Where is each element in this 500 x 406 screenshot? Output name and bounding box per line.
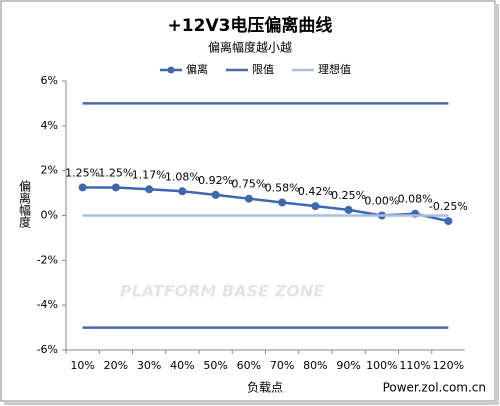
x-tick-label: 100% (366, 359, 397, 372)
x-tick-label: 50% (203, 359, 227, 372)
data-label: 0.08% (398, 193, 433, 206)
legend-marker (167, 66, 175, 74)
data-label: 1.17% (132, 168, 167, 181)
point (311, 202, 320, 211)
data-label: 1.25% (65, 166, 100, 179)
legend-label: 限值 (252, 63, 274, 76)
x-tick-label: 90% (336, 359, 360, 372)
point (344, 205, 353, 214)
x-axis-label: 负载点 (247, 381, 283, 395)
y-tick-label: 0% (41, 209, 58, 222)
point (78, 183, 87, 192)
point (444, 217, 453, 226)
y-tick-label: 4% (41, 119, 58, 132)
y-tick-label: 2% (41, 164, 58, 177)
chart-subtitle: 偏离幅度越小越 (208, 40, 292, 55)
y-tick-label: 6% (41, 74, 58, 87)
x-tick-label: 60% (237, 359, 261, 372)
x-tick-label: 70% (270, 359, 294, 372)
y-tick-label: -6% (37, 343, 58, 356)
x-tick-label: 120% (433, 359, 464, 372)
legend-label: 偏离 (186, 62, 208, 76)
source: Power.zol.com.cn (383, 381, 486, 395)
point (178, 187, 187, 196)
data-label: 1.25% (98, 166, 133, 179)
point (211, 190, 220, 199)
data-label: 0.58% (265, 181, 300, 194)
point (244, 194, 253, 203)
shadow (495, 4, 499, 404)
x-tick-label: 20% (104, 359, 128, 372)
shadow (4, 401, 499, 405)
y-tick-label: -2% (37, 253, 58, 266)
data-label: 0.25% (331, 189, 366, 202)
point (278, 198, 287, 207)
point (111, 183, 120, 192)
data-label: 0.42% (298, 185, 333, 198)
data-label: 0.92% (198, 174, 233, 187)
data-label: 0.75% (231, 178, 266, 191)
x-tick-label: 110% (399, 359, 430, 372)
data-label: 1.08% (165, 170, 200, 183)
legend-label: 理想值 (318, 62, 351, 76)
data-label: -0.25% (429, 200, 468, 213)
y-tick-label: -4% (37, 298, 58, 311)
x-tick-label: 30% (137, 359, 161, 372)
x-tick-label: 40% (170, 359, 194, 372)
data-label: 0.00% (364, 195, 399, 208)
watermark: PLATFORM BASE ZONE (120, 282, 324, 301)
x-tick-label: 80% (303, 359, 327, 372)
y-axis-label: 偏离幅度 (18, 179, 32, 228)
x-tick-label: 10% (70, 359, 94, 372)
point (145, 185, 154, 194)
chart-title: +12V3电压偏离曲线 (168, 15, 333, 36)
